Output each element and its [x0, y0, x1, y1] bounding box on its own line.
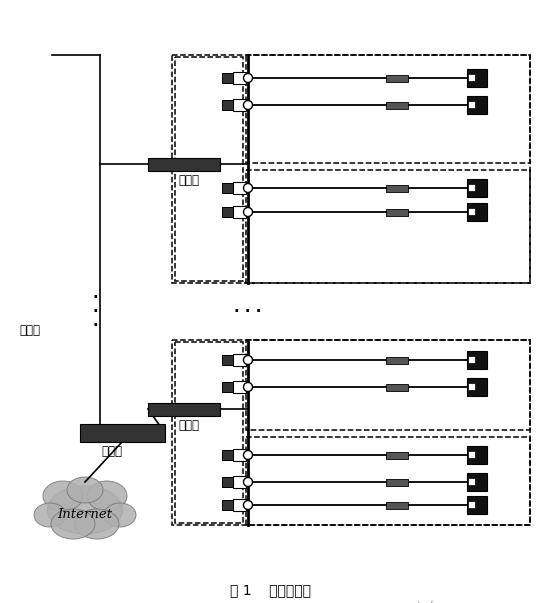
Text: 电力桥: 电力桥	[179, 419, 200, 432]
Bar	[386, 185, 408, 192]
Bar	[246, 437, 530, 525]
Bar	[467, 69, 487, 87]
Bar	[386, 357, 408, 364]
Bar	[246, 55, 530, 163]
Bar	[233, 499, 246, 511]
Bar	[386, 479, 408, 486]
Circle shape	[243, 207, 253, 216]
Bar	[222, 183, 233, 193]
Circle shape	[243, 478, 253, 487]
Text: 五类线: 五类线	[19, 323, 41, 336]
Bar	[468, 478, 475, 485]
Bar	[386, 384, 408, 391]
Bar	[386, 452, 408, 459]
Bar	[233, 99, 246, 111]
Bar	[468, 501, 475, 508]
Bar	[386, 502, 408, 509]
Ellipse shape	[75, 509, 119, 539]
Ellipse shape	[48, 486, 122, 534]
Bar	[386, 209, 408, 216]
Bar	[222, 382, 233, 392]
Bar	[233, 354, 246, 366]
Bar	[172, 340, 530, 525]
Bar	[175, 342, 243, 523]
Ellipse shape	[34, 503, 66, 527]
Ellipse shape	[87, 481, 127, 511]
Bar	[175, 57, 243, 281]
Bar	[222, 450, 233, 460]
Bar	[468, 74, 475, 81]
Circle shape	[243, 183, 253, 192]
Bar	[386, 102, 408, 109]
Ellipse shape	[43, 481, 83, 511]
Bar	[468, 451, 475, 458]
Circle shape	[243, 382, 253, 391]
Bar	[467, 473, 487, 491]
Bar	[233, 476, 246, 488]
Ellipse shape	[104, 503, 136, 527]
Bar	[467, 378, 487, 396]
Bar	[467, 203, 487, 221]
Text: 电力桥: 电力桥	[179, 174, 200, 187]
Text: www.elecfans.com: www.elecfans.com	[391, 601, 469, 603]
Text: ·
·
·: · · ·	[92, 290, 98, 333]
Bar	[222, 207, 233, 217]
Bar	[222, 477, 233, 487]
Bar	[233, 182, 246, 194]
Bar	[386, 75, 408, 82]
Bar	[222, 100, 233, 110]
Circle shape	[243, 356, 253, 364]
Bar	[246, 170, 530, 283]
Bar	[467, 351, 487, 369]
Bar	[467, 96, 487, 114]
Bar	[233, 449, 246, 461]
Bar	[148, 403, 220, 416]
Bar	[233, 206, 246, 218]
Bar	[246, 340, 530, 430]
Bar	[233, 72, 246, 84]
Bar	[80, 424, 165, 442]
Bar	[467, 496, 487, 514]
Circle shape	[243, 500, 253, 510]
Text: Internet: Internet	[57, 508, 113, 520]
Ellipse shape	[67, 477, 103, 503]
Bar	[468, 356, 475, 363]
Text: · · ·: · · ·	[234, 304, 262, 319]
Bar	[467, 179, 487, 197]
Bar	[222, 73, 233, 83]
Bar	[222, 355, 233, 365]
Circle shape	[243, 74, 253, 83]
Bar	[468, 208, 475, 215]
Bar	[148, 158, 220, 171]
Circle shape	[243, 101, 253, 110]
Bar	[467, 446, 487, 464]
Bar	[468, 101, 475, 108]
Text: 图 1    网络结构图: 图 1 网络结构图	[230, 583, 312, 597]
Bar	[222, 500, 233, 510]
Bar	[468, 184, 475, 191]
Circle shape	[243, 450, 253, 459]
Bar	[468, 383, 475, 390]
Bar	[172, 55, 530, 283]
Ellipse shape	[51, 509, 95, 539]
Bar	[233, 381, 246, 393]
Text: 交换机: 交换机	[102, 445, 122, 458]
